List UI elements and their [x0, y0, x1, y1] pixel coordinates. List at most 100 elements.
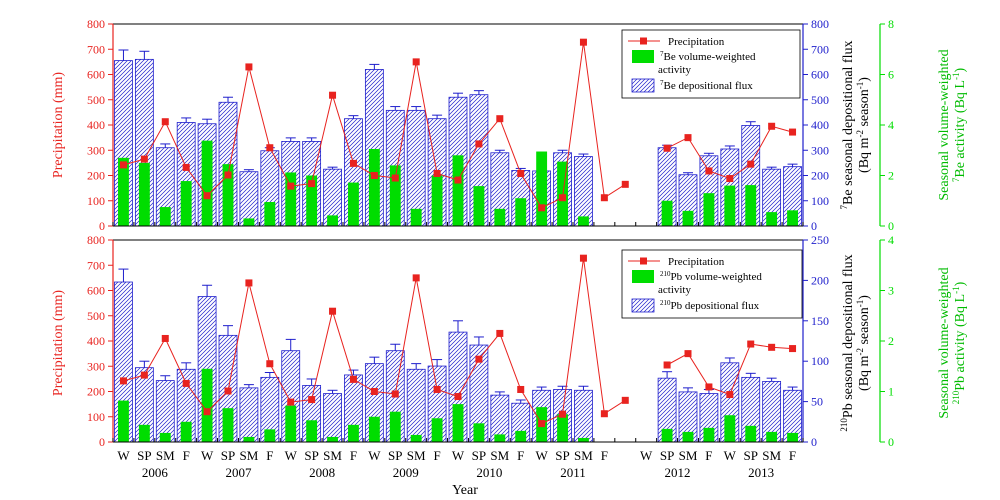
precip-point — [559, 194, 567, 202]
precip-point — [433, 385, 441, 393]
activity-bar — [787, 210, 798, 226]
year-label: 2006 — [142, 465, 169, 480]
be7-legend: Precipitation 7Be volume-weighted activi… — [621, 29, 801, 99]
activity-bar — [745, 425, 757, 442]
year-label: 2012 — [665, 465, 691, 480]
right2-tick-label: 6 — [888, 68, 894, 82]
legend-activity-swatch — [632, 50, 654, 63]
activity-bar — [494, 434, 506, 442]
activity-bar — [431, 418, 443, 442]
left-tick-label: 500 — [87, 93, 105, 107]
season-label: SP — [221, 448, 235, 463]
activity-bar — [578, 437, 589, 442]
left-tick-label: 0 — [99, 435, 105, 449]
season-label: SP — [137, 448, 151, 463]
left-tick-label: 500 — [87, 309, 105, 323]
year-label: 2008 — [309, 465, 335, 480]
season-label: SM — [156, 448, 175, 463]
activity-bar — [348, 424, 359, 442]
activity-bar — [703, 427, 715, 442]
right1-tick-label: 700 — [811, 42, 829, 56]
right2-tick-label: 3 — [888, 284, 894, 298]
pb210-activity-axis-title-line2: 210Pb activity (Bq L-1) — [951, 281, 968, 404]
activity-bar — [243, 436, 255, 442]
activity-bar — [494, 208, 506, 226]
precip-point — [245, 279, 253, 287]
season-label: F — [266, 448, 273, 463]
season-label: W — [201, 448, 214, 463]
season-label: W — [724, 448, 737, 463]
precip-point — [663, 144, 671, 152]
be7-flux-axis-title-line1: 7Be seasonal depositional flux — [839, 41, 856, 210]
left-tick-label: 200 — [87, 385, 105, 399]
activity-bar — [348, 182, 359, 226]
activity-bar — [661, 428, 673, 442]
year-label: 2007 — [225, 465, 252, 480]
be7-activity-axis-title-line1: Seasonal volume-weighted — [937, 49, 952, 200]
activity-bar — [724, 415, 736, 442]
precip-point — [329, 91, 337, 99]
activity-bar — [473, 186, 485, 226]
precip-point — [621, 180, 629, 188]
precip-point — [454, 393, 462, 401]
activity-bar — [766, 212, 778, 226]
left-tick-label: 400 — [87, 334, 105, 348]
season-label: SM — [762, 448, 781, 463]
legend-flux-label: 7Be depositional flux — [660, 79, 753, 92]
flux-bar — [574, 156, 593, 227]
right1-tick-label: 500 — [811, 93, 829, 107]
activity-bar — [180, 181, 192, 226]
pb210-flux-axis-title-line1: 210Pb seasonal depositional flux — [839, 254, 856, 431]
right2-tick-label: 8 — [888, 17, 894, 31]
precip-point — [203, 192, 211, 200]
right1-tick-label: 0 — [811, 219, 817, 233]
left-tick-label: 300 — [87, 143, 105, 157]
activity-bar — [787, 432, 798, 442]
activity-bar — [327, 215, 338, 226]
be7-flux-axis-title-line2: (Bq m-2 season-1) — [855, 77, 872, 173]
precip-point — [203, 408, 211, 416]
precip-point — [559, 410, 567, 418]
activity-bar — [515, 430, 527, 442]
precip-point — [329, 307, 337, 315]
season-label: W — [285, 448, 298, 463]
precip-point — [579, 254, 587, 262]
legend-flux-swatch — [631, 78, 655, 93]
precip-point — [538, 204, 546, 212]
left-tick-label: 200 — [87, 169, 105, 183]
precip-point — [600, 410, 608, 418]
precip-point — [726, 175, 734, 183]
season-label: F — [601, 448, 608, 463]
activity-bar — [745, 185, 757, 226]
flux-bar — [406, 109, 426, 227]
precip-point — [621, 396, 629, 404]
season-label: SM — [490, 448, 509, 463]
pb210-activity-axis-title-line1: Seasonal volume-weighted — [937, 267, 952, 418]
activity-bar — [661, 200, 673, 226]
left-tick-label: 100 — [87, 194, 105, 208]
right1-tick-label: 150 — [811, 314, 829, 328]
precip-point — [705, 167, 713, 175]
precip-point — [391, 390, 399, 398]
right1-tick-label: 600 — [811, 68, 829, 82]
activity-bar — [201, 140, 213, 226]
legend-precip-label: Precipitation — [668, 36, 725, 48]
flux-bar — [239, 171, 259, 227]
left-tick-label: 0 — [99, 219, 105, 233]
right1-tick-label: 0 — [811, 435, 817, 449]
right1-tick-label: 50 — [811, 395, 823, 409]
legend-activity-label: 210Pb volume-weighted — [660, 270, 762, 283]
activity-bar — [159, 432, 171, 442]
right2-tick-label: 0 — [888, 219, 894, 233]
activity-bar — [138, 162, 150, 226]
year-label: 2009 — [393, 465, 419, 480]
season-label: SM — [574, 448, 593, 463]
season-label: F — [350, 448, 357, 463]
precip-point — [496, 115, 504, 123]
year-label: 2013 — [748, 465, 774, 480]
precip-point — [349, 159, 357, 167]
precip-point — [579, 38, 587, 46]
precip-axis-title-bot: Precipitation (mm) — [51, 290, 66, 396]
activity-bar — [431, 175, 443, 226]
